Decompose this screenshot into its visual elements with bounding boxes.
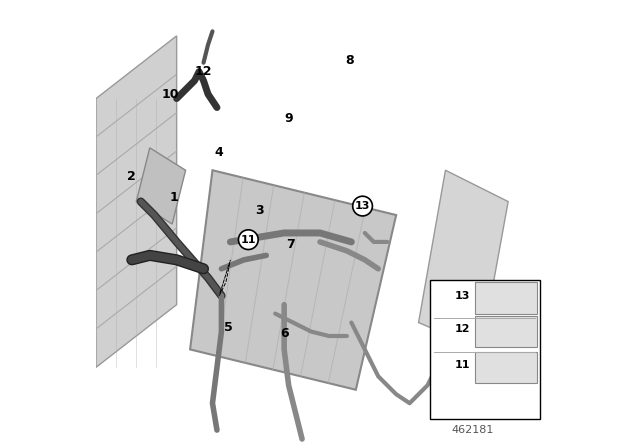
Polygon shape (96, 36, 177, 367)
Text: 8: 8 (345, 54, 353, 67)
Text: 3: 3 (255, 204, 264, 217)
Text: 6: 6 (280, 327, 289, 340)
Text: 10: 10 (161, 87, 179, 101)
Text: 7: 7 (287, 237, 295, 251)
Text: 462181: 462181 (451, 425, 493, 435)
Circle shape (439, 320, 461, 343)
Text: 9: 9 (284, 112, 293, 125)
Polygon shape (136, 148, 186, 224)
Text: 12: 12 (195, 65, 212, 78)
Text: 13: 13 (355, 201, 371, 211)
Text: 12: 12 (454, 324, 470, 334)
Text: 13: 13 (454, 291, 470, 301)
Text: 11: 11 (241, 235, 256, 245)
Text: 11: 11 (454, 360, 470, 370)
Text: 5: 5 (224, 320, 232, 334)
FancyBboxPatch shape (96, 0, 544, 448)
FancyBboxPatch shape (475, 352, 538, 383)
Text: 1: 1 (170, 190, 179, 204)
Polygon shape (419, 170, 508, 349)
Text: 2: 2 (127, 170, 136, 184)
FancyBboxPatch shape (475, 282, 538, 314)
Circle shape (353, 196, 372, 216)
Circle shape (239, 230, 258, 250)
Text: 4: 4 (215, 146, 223, 159)
FancyBboxPatch shape (430, 280, 540, 419)
Polygon shape (190, 170, 396, 390)
FancyBboxPatch shape (475, 316, 538, 347)
